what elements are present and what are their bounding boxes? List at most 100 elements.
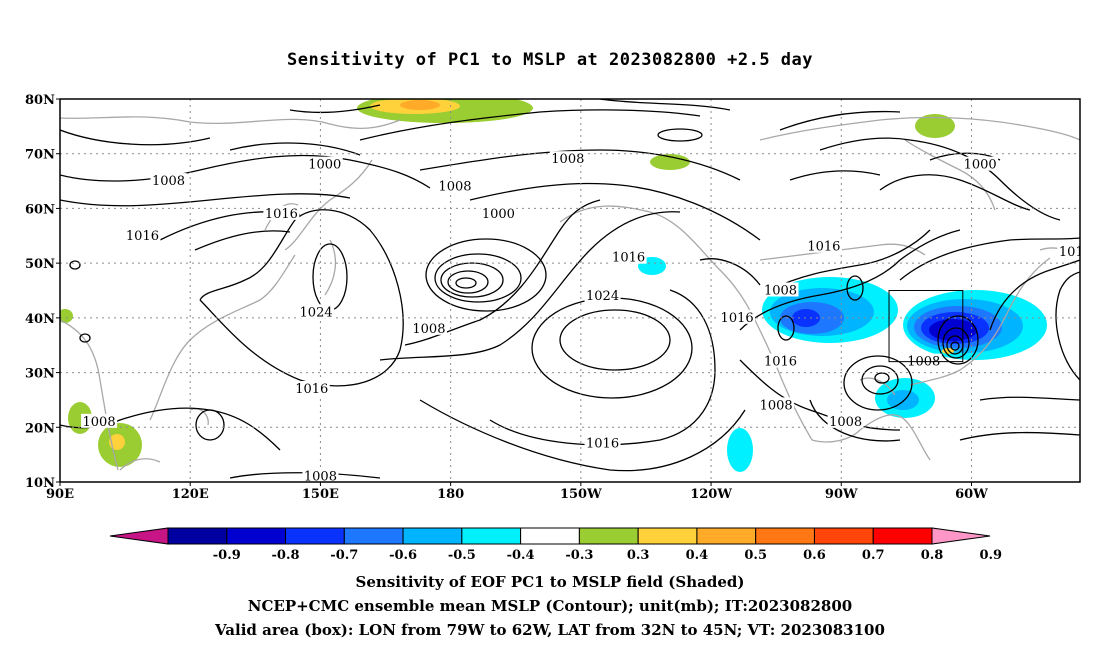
negative-sensitivity-gulf-core — [887, 390, 919, 410]
latitude-axis: 80N 70N 60N 50N 40N 30N 20N 10N — [25, 93, 60, 491]
contour-label-background — [306, 156, 343, 171]
colorbar: -0.9 -0.8 -0.7 -0.6 -0.5 -0.4 -0.3 0.3 0.4 0.5 0.6… — [109, 527, 1002, 563]
colorbar-label: -0.6 — [389, 548, 417, 563]
contour-label: 1008 — [907, 355, 940, 370]
contour-label-background — [905, 353, 942, 368]
contour-label-background — [480, 205, 517, 220]
contour-label: 1016 — [126, 229, 159, 244]
contour-label: 1016 — [265, 207, 298, 222]
contour-label-background — [827, 413, 864, 428]
contour-label-background — [805, 238, 842, 253]
lat-tick-label: 70N — [25, 148, 55, 163]
contour-label-background — [436, 178, 473, 193]
colorbar-label: 0.7 — [862, 548, 885, 563]
lat-tick-label: 30N — [25, 367, 55, 382]
contour-label-background — [293, 380, 330, 395]
colorbar-label: -0.9 — [213, 548, 241, 563]
contour-label: 1008 — [152, 174, 185, 189]
contour-label-background — [124, 227, 161, 242]
contour-label: 1008 — [304, 470, 337, 485]
lat-tick-label: 80N — [25, 93, 55, 108]
colorbar-swatch — [637, 527, 698, 545]
caption-line-3: Valid area (box): LON from 79W to 62W, L… — [215, 621, 885, 639]
caption-line-1: Sensitivity of EOF PC1 to MSLP field (Sh… — [355, 573, 745, 591]
colorbar-label: -0.7 — [330, 548, 358, 563]
lon-tick-label: 60W — [955, 487, 988, 502]
colorbar-min-arrow — [109, 527, 169, 545]
negative-sensitivity-atlantic-max — [929, 319, 977, 341]
contour-label: 1008 — [551, 152, 584, 167]
contour-label-background — [584, 435, 621, 450]
positive-sensitivity-greenland — [915, 114, 955, 138]
contour-label: 1000 — [308, 158, 341, 173]
colorbar-label: 0.3 — [627, 548, 650, 563]
contour-label: 1016 — [807, 240, 840, 255]
contour-label-background — [610, 249, 647, 264]
contour-label-background — [410, 320, 447, 335]
colorbar-swatch — [285, 527, 345, 545]
lon-tick-label: 90E — [46, 487, 74, 502]
colorbar-max-arrow — [931, 527, 991, 545]
lon-tick-label: 150W — [560, 487, 602, 502]
contour-label: 1008 — [412, 322, 445, 337]
contour-label-background — [1057, 244, 1080, 259]
positive-sensitivity-arctic-max — [400, 100, 440, 110]
positive-sensitivity-west-edge — [60, 309, 73, 323]
shaded-sensitivity-layer — [60, 99, 1047, 472]
colorbar-label: -0.3 — [565, 548, 593, 563]
longitude-axis: 90E 120E 150E 180 150W 120W 90W 60W — [46, 482, 988, 502]
colorbar-swatch — [343, 527, 404, 545]
colorbar-swatch — [872, 527, 933, 545]
lon-tick-label: 180 — [437, 487, 464, 502]
colorbar-swatch — [755, 527, 815, 545]
contour-label-background — [263, 205, 300, 220]
lat-tick-label: 10N — [25, 476, 55, 491]
contour-labels: 1000 1008 1008 1008 1000 1016 1016 1024 1008 1016… — [81, 151, 1084, 485]
contour-label-background — [762, 282, 799, 297]
mslp-contours — [60, 99, 1080, 479]
map-title: Sensitivity of PC1 to MSLP at 2023082800… — [286, 50, 813, 70]
colorbar-label: 0.4 — [686, 548, 709, 563]
contour-label: 1008 — [438, 180, 471, 195]
contour-label: 1016 — [586, 437, 619, 452]
colorbar-swatch — [461, 527, 522, 545]
contour-label-background — [302, 468, 339, 482]
colorbar-label: 0.5 — [744, 548, 767, 563]
valid-area-box — [888, 290, 964, 363]
contour-label: 101 — [1059, 245, 1084, 260]
contour-label: 1024 — [300, 305, 333, 320]
negative-sensitivity-mexico — [727, 428, 753, 472]
lon-tick-label: 120E — [172, 487, 209, 502]
contour-label-background — [298, 304, 335, 319]
lon-tick-label: 90W — [825, 487, 858, 502]
colorbar-label: -0.8 — [272, 548, 300, 563]
contour-label-background — [81, 413, 118, 428]
contour-label: 1024 — [586, 289, 619, 304]
contour-label-background — [584, 287, 621, 302]
plot-frame — [59, 98, 1081, 483]
positive-sensitivity-alaska — [650, 154, 690, 170]
contour-label: 1016 — [764, 355, 797, 370]
colorbar-swatch — [520, 527, 580, 545]
lat-tick-label: 50N — [25, 257, 55, 272]
colorbar-swatch — [578, 527, 639, 545]
contour-label-background — [719, 309, 756, 324]
colorbar-label: -0.5 — [448, 548, 476, 563]
colorbar-swatch — [402, 527, 463, 545]
colorbar-swatch — [226, 527, 287, 545]
contour-label: 1008 — [760, 398, 793, 413]
colorbar-label: 0.9 — [979, 548, 1002, 563]
lon-tick-label: 120W — [690, 487, 732, 502]
lat-tick-label: 20N — [25, 421, 55, 436]
colorbar-label: -0.4 — [507, 548, 535, 563]
contour-label: 1000 — [964, 158, 997, 173]
lat-tick-label: 60N — [25, 202, 55, 217]
contour-label: 1008 — [83, 415, 116, 430]
contour-label: 1016 — [612, 251, 645, 266]
caption-line-2: NCEP+CMC ensemble mean MSLP (Contour); u… — [247, 597, 853, 615]
lat-tick-label: 40N — [25, 312, 55, 327]
contour-label: 1008 — [829, 415, 862, 430]
colorbar-swatch — [813, 527, 874, 545]
contour-label-background — [758, 397, 795, 412]
